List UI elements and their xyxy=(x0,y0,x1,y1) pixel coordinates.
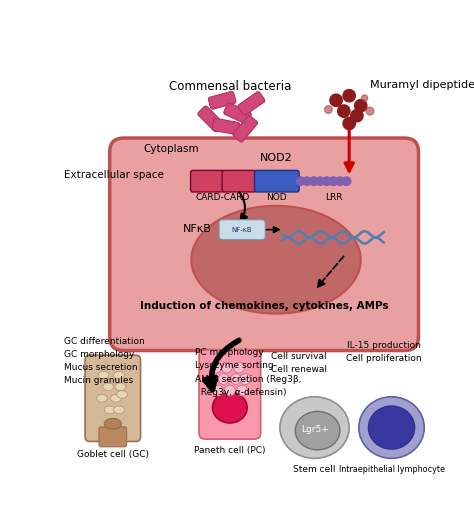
FancyBboxPatch shape xyxy=(109,138,419,351)
FancyBboxPatch shape xyxy=(199,350,261,439)
Text: NOD2: NOD2 xyxy=(260,154,292,164)
Text: IL-15 production
Cell proliferation: IL-15 production Cell proliferation xyxy=(346,341,422,363)
Ellipse shape xyxy=(295,411,340,450)
Circle shape xyxy=(355,100,367,112)
Text: Cytoplasm: Cytoplasm xyxy=(144,144,199,154)
Circle shape xyxy=(366,107,374,115)
Circle shape xyxy=(231,374,241,384)
Circle shape xyxy=(351,109,363,122)
Text: NF-κB: NF-κB xyxy=(232,227,253,233)
Ellipse shape xyxy=(359,397,424,458)
Circle shape xyxy=(213,385,224,396)
FancyBboxPatch shape xyxy=(233,116,257,142)
Text: CARD-CARD: CARD-CARD xyxy=(195,193,249,202)
Ellipse shape xyxy=(114,406,124,414)
FancyBboxPatch shape xyxy=(191,171,225,192)
Circle shape xyxy=(343,90,356,102)
Circle shape xyxy=(337,105,350,117)
Text: Lgr5+: Lgr5+ xyxy=(301,425,328,433)
Text: Muramyl dipeptide: Muramyl dipeptide xyxy=(370,80,474,90)
Circle shape xyxy=(330,94,342,107)
FancyBboxPatch shape xyxy=(209,91,236,109)
Ellipse shape xyxy=(110,394,121,402)
Text: Commensal bacteria: Commensal bacteria xyxy=(169,80,291,93)
FancyBboxPatch shape xyxy=(222,171,256,192)
Ellipse shape xyxy=(98,371,109,379)
Text: NFκB: NFκB xyxy=(183,224,212,234)
Circle shape xyxy=(310,177,318,185)
Circle shape xyxy=(221,362,232,373)
FancyBboxPatch shape xyxy=(224,103,251,124)
Circle shape xyxy=(323,177,331,185)
Circle shape xyxy=(342,177,351,185)
Ellipse shape xyxy=(97,394,108,402)
FancyBboxPatch shape xyxy=(255,171,299,192)
Circle shape xyxy=(303,177,311,185)
FancyBboxPatch shape xyxy=(219,220,265,240)
Text: Induction of chemokines, cytokines, AMPs: Induction of chemokines, cytokines, AMPs xyxy=(140,300,389,310)
Text: Intraepithelial lymphocyte: Intraepithelial lymphocyte xyxy=(338,465,445,474)
Circle shape xyxy=(237,385,247,396)
FancyBboxPatch shape xyxy=(85,355,140,441)
Text: LRR: LRR xyxy=(325,193,343,202)
Circle shape xyxy=(208,374,219,384)
Text: NOD: NOD xyxy=(266,193,287,202)
FancyBboxPatch shape xyxy=(238,92,265,115)
Circle shape xyxy=(336,177,344,185)
Ellipse shape xyxy=(114,371,124,379)
Text: Goblet cell (GC): Goblet cell (GC) xyxy=(77,450,149,459)
Circle shape xyxy=(343,117,356,129)
Circle shape xyxy=(234,362,245,373)
Text: Paneth cell (PC): Paneth cell (PC) xyxy=(194,446,265,455)
Text: Cell survival
Cell renewal: Cell survival Cell renewal xyxy=(271,352,327,374)
Ellipse shape xyxy=(103,383,114,391)
FancyBboxPatch shape xyxy=(198,106,223,131)
Text: GC differentiation
GC morphology
Mucus secretion
Mucin granules: GC differentiation GC morphology Mucus s… xyxy=(64,337,145,385)
Ellipse shape xyxy=(368,406,415,449)
Circle shape xyxy=(362,95,368,101)
Ellipse shape xyxy=(280,397,349,458)
Ellipse shape xyxy=(117,391,128,398)
Circle shape xyxy=(210,362,221,373)
Circle shape xyxy=(325,106,332,114)
Text: Stem cell: Stem cell xyxy=(293,465,336,474)
Circle shape xyxy=(240,374,251,384)
FancyBboxPatch shape xyxy=(212,118,239,135)
Circle shape xyxy=(219,374,229,384)
FancyArrowPatch shape xyxy=(239,192,247,221)
Circle shape xyxy=(316,177,325,185)
Circle shape xyxy=(225,385,235,396)
Circle shape xyxy=(296,177,305,185)
Ellipse shape xyxy=(115,383,126,391)
Ellipse shape xyxy=(104,406,115,414)
FancyBboxPatch shape xyxy=(99,427,127,447)
Text: PC morphology
Lysozyme sorting
AMPs secretion (Reg3β,
  Reg3γ, α-defensin): PC morphology Lysozyme sorting AMPs secr… xyxy=(195,348,301,397)
Ellipse shape xyxy=(212,392,247,423)
Circle shape xyxy=(329,177,337,185)
Ellipse shape xyxy=(104,418,121,429)
Text: Extracellular space: Extracellular space xyxy=(64,170,164,180)
Ellipse shape xyxy=(191,206,361,314)
